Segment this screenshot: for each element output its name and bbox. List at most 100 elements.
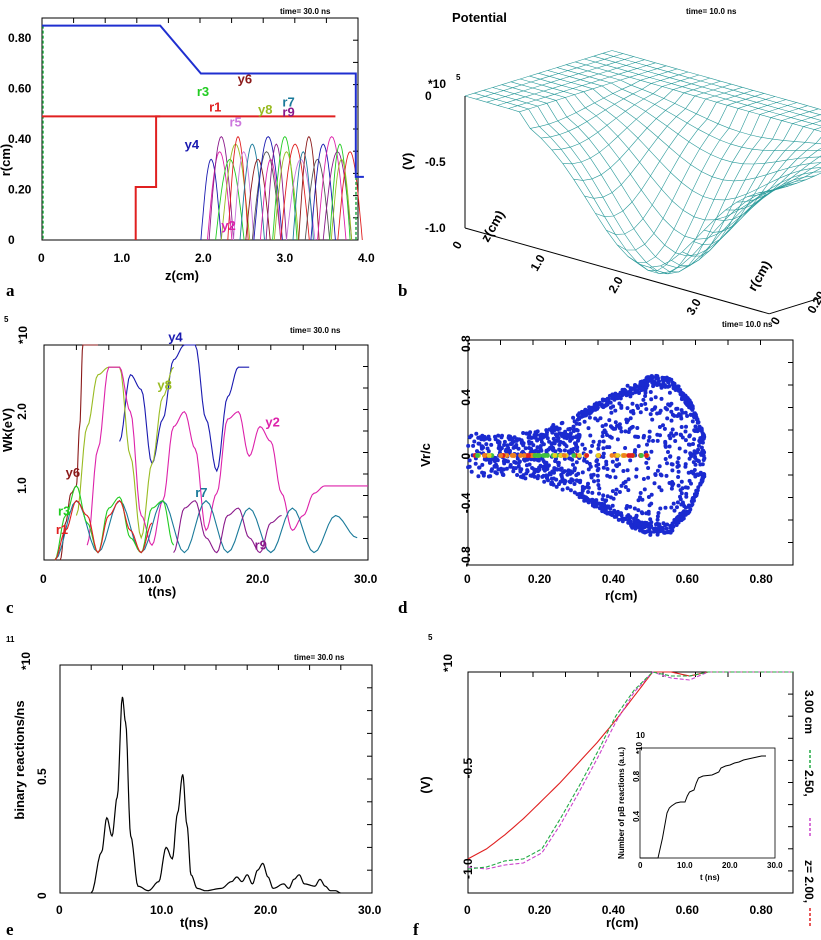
scatter-point [489,442,494,447]
trajectory-label: y4 [185,137,200,152]
surface-mesh-line [475,53,623,100]
scatter-point [675,406,680,411]
scatter-point [521,441,526,446]
scatter-point [619,483,624,488]
scatter-point [698,438,703,443]
scatter-point [511,453,517,458]
scatter-point [658,506,663,511]
scatter-point [549,480,554,485]
trajectory-line [206,151,233,241]
scatter-point [520,475,525,480]
trajectory-label: y2 [221,218,235,233]
scatter-point [663,505,668,510]
scatter-point [668,436,673,441]
trajectory-label: r3 [197,84,209,99]
v-tick-label: -1.0 [425,221,446,235]
scatter-point [525,468,530,473]
scatter-point [598,501,603,506]
scatter-point [623,388,628,393]
x-tick-label: 0.20 [528,572,552,586]
scatter-point [644,521,649,525]
y-scale-exponent: 11 [6,635,15,644]
potential-line [467,671,793,870]
scatter-point [655,468,660,473]
scatter-point [615,464,619,469]
scatter-point [684,491,689,496]
scatter-point [646,475,651,480]
energy-line [173,500,282,554]
scatter-point [666,380,671,385]
scatter-point [562,478,567,483]
scatter-point [607,418,612,423]
scatter-point [625,468,630,473]
scatter-point [663,384,668,389]
scatter-point [601,446,606,451]
scatter-point [651,438,655,443]
scatter-point [662,426,667,431]
scatter-point [647,429,652,434]
scatter-point [664,526,669,531]
boundary-anode [134,115,161,240]
scatter-point [568,488,573,493]
scatter-point [619,429,624,434]
surface-mesh-line [464,50,613,97]
scatter-point [601,455,606,459]
scatter-point [569,436,574,441]
scatter-point [512,460,517,465]
x-tick-label: 4.0 [358,251,375,265]
scatter-point [492,464,497,469]
y-axis-label: r(cm) [0,144,13,177]
scatter-point [567,456,572,461]
scatter-point [649,501,654,506]
inset-y-axis-label: Number of pB reactions (a.u.) [617,747,626,859]
scatter-point [532,450,537,454]
trajectory-label: r1 [209,99,221,114]
scatter-point [482,437,486,442]
scatter-point [516,446,521,451]
surface-mesh-line [486,56,634,103]
scatter-point [475,453,480,458]
scatter-point [658,383,663,388]
scatter-point [611,468,616,473]
scatter-point [644,407,649,412]
scatter-point [686,442,691,447]
trajectory-line [259,158,282,241]
scatter-point [600,497,605,502]
scatter-point [610,396,615,401]
scatter-point [527,432,532,437]
scatter-point [648,517,653,522]
panel-letter-e: e [6,920,14,939]
scatter-point [680,395,685,400]
scatter-point [633,448,638,453]
x-tick-label: 0.60 [676,572,700,586]
scatter-point [580,470,585,475]
energy-line [59,344,98,561]
scatter-point [596,446,601,451]
scatter-point [700,476,705,481]
scatter-point [479,446,484,451]
scatter-point [644,385,649,390]
scatter-point [498,453,503,458]
scatter-point [647,435,652,440]
scatter-point [657,485,662,490]
scatter-point [486,474,491,479]
scatter-point [596,483,601,487]
scatter-point [535,453,541,458]
y-axis-label: (V) [418,776,433,793]
scatter-point [653,473,658,477]
scatter-point [493,434,497,439]
scatter-point [688,507,693,512]
scatter-point [487,437,492,442]
scatter-point [669,505,674,510]
scatter-point [690,407,695,412]
scatter-point [544,473,549,478]
surface-mesh-line [769,172,821,192]
scatter-point [502,439,507,444]
scatter-point [498,447,503,452]
plot-frame [59,664,373,894]
scatter-point [638,495,642,500]
scatter-point [674,519,679,524]
x-tick-label: 20.0 [246,572,270,586]
energy-line [119,344,250,473]
scatter-point [552,466,557,471]
